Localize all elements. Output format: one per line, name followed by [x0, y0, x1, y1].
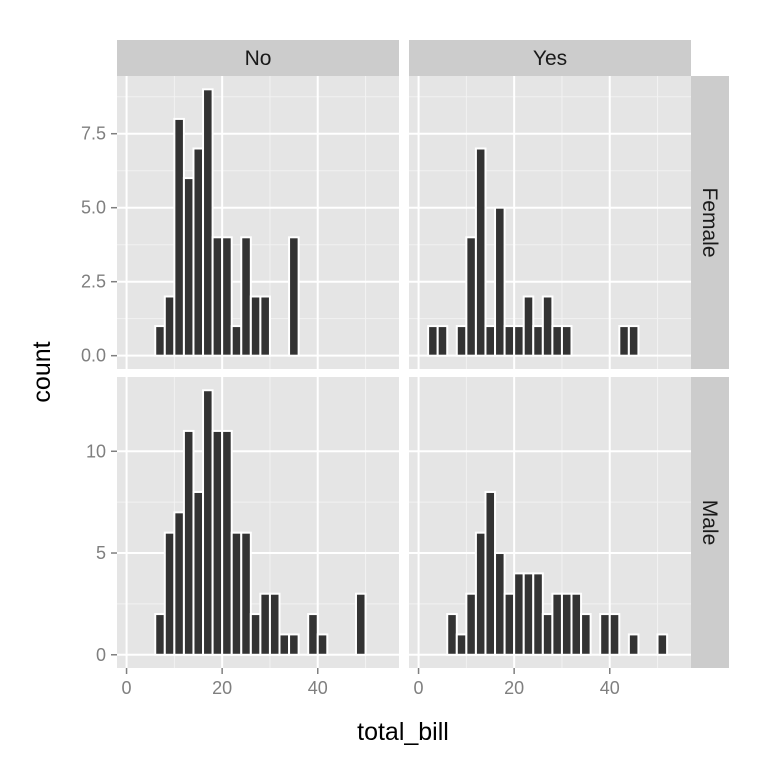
histogram-bar	[484, 490, 497, 656]
histogram-bar	[522, 295, 535, 357]
histogram-bar	[249, 613, 262, 656]
histogram-bar	[240, 531, 252, 656]
histogram-bar	[427, 325, 439, 357]
row-strip	[691, 377, 729, 668]
x-tick-label: 0	[414, 678, 424, 698]
column-strip	[117, 40, 399, 76]
histogram-bar	[436, 325, 449, 357]
histogram-bar	[522, 572, 535, 656]
y-tick-label: 0.0	[81, 346, 106, 366]
histogram-bar	[465, 236, 477, 357]
y-tick-label: 5.0	[81, 198, 106, 218]
histogram-bar	[465, 592, 477, 656]
histogram-bar	[163, 531, 176, 656]
histogram-bar	[503, 325, 516, 357]
histogram-bar	[354, 592, 367, 656]
y-tick-label: 5	[96, 543, 106, 563]
histogram-bar	[541, 295, 554, 357]
histogram-bar	[202, 88, 214, 357]
y-tick-label: 7.5	[81, 124, 106, 144]
histogram-bar	[211, 429, 224, 656]
histogram-bar	[627, 325, 640, 357]
histogram-bar	[446, 613, 458, 656]
histogram-bar	[551, 592, 563, 656]
histogram-bar	[230, 325, 243, 357]
panel-male-yes	[409, 377, 691, 668]
histogram-bar	[618, 325, 630, 357]
x-tick-label: 40	[308, 678, 328, 698]
histogram-bar	[474, 531, 487, 656]
histogram-bar	[192, 490, 205, 656]
histogram-bar	[551, 325, 563, 357]
histogram-bar	[541, 613, 554, 656]
histogram-bar	[503, 592, 516, 656]
panel-female-no	[117, 76, 399, 369]
histogram-bar	[221, 429, 233, 656]
histogram-bar	[288, 236, 300, 357]
histogram-bar	[532, 325, 544, 357]
histogram-bar	[455, 633, 468, 656]
histogram-bar	[307, 613, 319, 656]
histogram-bar	[608, 613, 621, 656]
histogram-bar	[532, 572, 544, 656]
row-strip-label: Female	[698, 187, 721, 257]
panel-male-no	[117, 377, 399, 668]
histogram-bar	[182, 429, 195, 656]
histogram-bar	[580, 613, 592, 656]
histogram-bar	[560, 325, 573, 357]
histogram-bar	[570, 592, 583, 656]
histogram-bar	[154, 325, 166, 357]
panel-female-yes	[409, 76, 691, 369]
y-tick-label: 10	[86, 441, 106, 461]
x-axis-title: total_bill	[357, 718, 449, 746]
histogram-bar	[230, 531, 243, 656]
column-strip-label: No	[245, 47, 272, 70]
histogram-bar	[211, 236, 224, 357]
histogram-bar	[627, 633, 640, 656]
y-tick-label: 0	[96, 645, 106, 665]
y-tick-label: 2.5	[81, 272, 106, 292]
axes-layer: 0.0 2.5 5.0 7.5 0 5 10 0 20 40 0 20 40	[81, 124, 620, 698]
histogram-bar	[173, 117, 185, 357]
column-strip-label: Yes	[533, 47, 567, 70]
histogram-bar	[154, 613, 166, 656]
y-axis-title: count	[28, 341, 56, 402]
histogram-bar	[259, 592, 271, 656]
histogram-bar	[288, 633, 300, 656]
histogram-bar	[656, 633, 669, 656]
histogram-bar	[259, 295, 271, 357]
histogram-bar	[173, 511, 185, 656]
histogram-bar	[599, 613, 611, 656]
x-tick-label: 20	[504, 678, 524, 698]
x-tick-label: 20	[212, 678, 232, 698]
row-strip-label: Male	[698, 500, 721, 546]
histogram-bar	[192, 147, 205, 357]
histogram-bar	[221, 236, 233, 357]
histogram-bar	[560, 592, 573, 656]
strips-layer: No Yes Female Male	[117, 40, 729, 668]
x-tick-label: 40	[600, 678, 620, 698]
histogram-bar	[240, 236, 252, 357]
histogram-bar	[268, 592, 281, 656]
panels-layer	[117, 76, 691, 668]
column-strip	[409, 40, 691, 76]
histogram-bar	[513, 325, 525, 357]
histogram-bar	[494, 552, 506, 656]
histogram-bar	[249, 295, 262, 357]
histogram-bar	[163, 295, 176, 357]
histogram-bar	[494, 206, 506, 357]
histogram-bar	[474, 147, 487, 357]
x-tick-label: 0	[122, 678, 132, 698]
histogram-bar	[202, 389, 214, 656]
histogram-bar	[278, 633, 291, 656]
histogram-bar	[316, 633, 329, 656]
row-strip	[691, 76, 729, 369]
histogram-bar	[455, 325, 468, 357]
histogram-bar	[182, 177, 195, 357]
histogram-bar	[513, 572, 525, 656]
histogram-bar	[484, 325, 497, 357]
